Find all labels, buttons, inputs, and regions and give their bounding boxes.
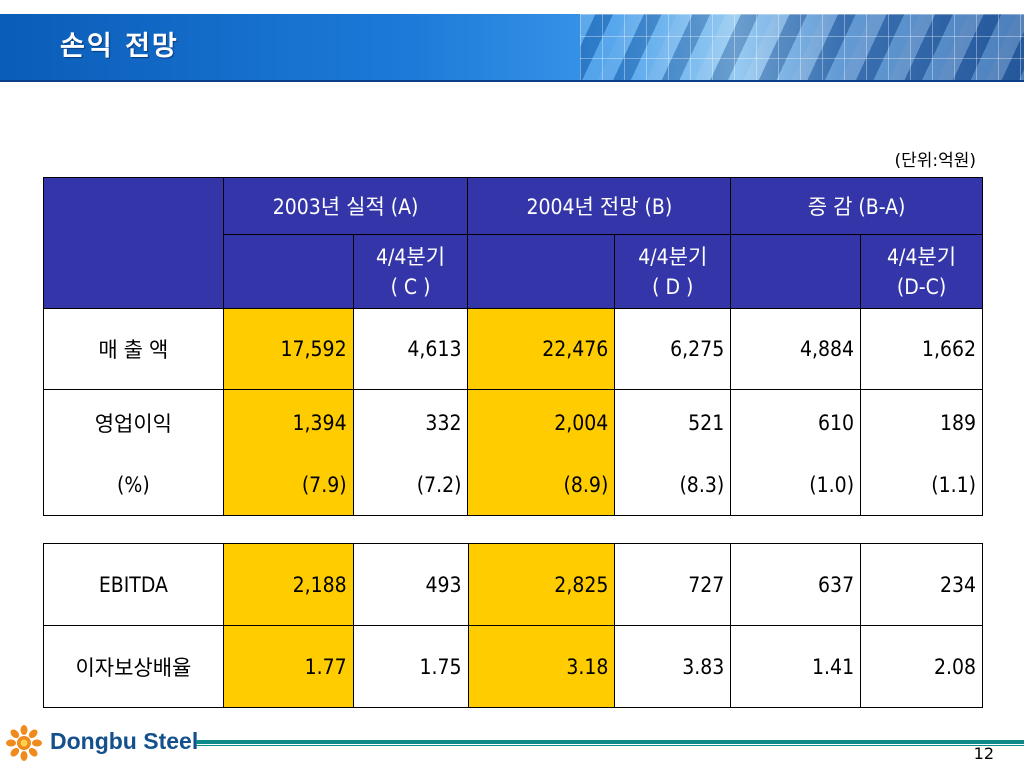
header-sub-d: 4/4분기 ( D ) bbox=[614, 234, 732, 309]
cell-d: 3.83 bbox=[614, 625, 732, 708]
cell-dc: 234 bbox=[860, 543, 983, 626]
cell-ba: 610 bbox=[730, 389, 862, 456]
title-bar-grid bbox=[580, 14, 1024, 82]
cell-d: 727 bbox=[614, 543, 732, 626]
footer-divider bbox=[196, 740, 1024, 744]
header-blank-b bbox=[467, 234, 616, 309]
ebitda-table: EBITDA 2,188 493 2,825 727 637 234 이자보상배… bbox=[43, 543, 983, 708]
cell-c: 493 bbox=[352, 543, 469, 626]
slide-title: 손익 전망 bbox=[60, 31, 179, 62]
cell-c: 332 bbox=[352, 389, 469, 456]
header-change: 증 감 (B-A) bbox=[730, 177, 983, 235]
table-row-operating-margin: (%) (7.9) (7.2) (8.9) (8.3) (1.0) (1.1) bbox=[43, 455, 983, 516]
table-row-ebitda: EBITDA 2,188 493 2,825 727 637 234 bbox=[43, 543, 983, 626]
header-corner bbox=[43, 177, 224, 309]
cell-ba: (1.0) bbox=[730, 455, 862, 516]
cell-d: 521 bbox=[614, 389, 732, 456]
header-sub-dc-line2: (D-C) bbox=[896, 274, 947, 299]
header-2004: 2004년 전망 (B) bbox=[467, 177, 732, 235]
header-2003: 2003년 실적 (A) bbox=[222, 177, 469, 235]
row-label: (%) bbox=[43, 455, 224, 516]
cell-d: (8.3) bbox=[614, 455, 732, 516]
header-sub-d-line1: 4/4분기 bbox=[638, 244, 708, 269]
header-sub-d-line2: ( D ) bbox=[652, 274, 694, 299]
dongbu-logo-icon bbox=[6, 725, 42, 761]
cell-a: 1.77 bbox=[222, 625, 354, 708]
cell-d: 6,275 bbox=[614, 308, 732, 390]
pl-forecast-table: 2003년 실적 (A) 2004년 전망 (B) 증 감 (B-A) 4/4분… bbox=[43, 177, 983, 516]
cell-c: (7.2) bbox=[352, 455, 469, 516]
header-sub-c-line2: ( C ) bbox=[390, 274, 431, 299]
header-sub-dc-line1: 4/4분기 bbox=[887, 244, 957, 269]
cell-ba: 1.41 bbox=[730, 625, 862, 708]
title-bar-edge bbox=[0, 80, 1024, 82]
cell-dc: 2.08 bbox=[860, 625, 983, 708]
cell-a: 1,394 bbox=[222, 389, 354, 456]
table-row-sales: 매 출 액 17,592 4,613 22,476 6,275 4,884 1,… bbox=[43, 308, 983, 390]
row-label: EBITDA bbox=[43, 543, 224, 626]
title-bar bbox=[0, 14, 1024, 82]
row-label: 매 출 액 bbox=[43, 308, 224, 390]
cell-dc: 1,662 bbox=[860, 308, 983, 390]
cell-b: 22,476 bbox=[467, 308, 616, 390]
header-blank-ba bbox=[730, 234, 862, 309]
cell-a: 17,592 bbox=[222, 308, 354, 390]
cell-dc: 189 bbox=[860, 389, 983, 456]
row-label: 영업이익 bbox=[43, 389, 224, 456]
header-sub-c-line1: 4/4분기 bbox=[376, 244, 446, 269]
table-row-interest-coverage: 이자보상배율 1.77 1.75 3.18 3.83 1.41 2.08 bbox=[43, 625, 983, 708]
footer-divider-thin bbox=[196, 745, 1024, 746]
row-label: 이자보상배율 bbox=[43, 625, 224, 708]
cell-b: 2,825 bbox=[467, 543, 616, 626]
cell-b: 3.18 bbox=[467, 625, 616, 708]
page-number: 12 bbox=[973, 744, 994, 763]
cell-dc: (1.1) bbox=[860, 455, 983, 516]
cell-ba: 637 bbox=[730, 543, 862, 626]
header-sub-c: 4/4분기 ( C ) bbox=[352, 234, 469, 309]
header-sub-dc: 4/4분기 (D-C) bbox=[860, 234, 983, 309]
unit-label: (단위:억원) bbox=[894, 151, 976, 171]
cell-c: 4,613 bbox=[352, 308, 469, 390]
cell-a: 2,188 bbox=[222, 543, 354, 626]
header-blank-a bbox=[222, 234, 354, 309]
cell-ba: 4,884 bbox=[730, 308, 862, 390]
title-bar-decoration bbox=[580, 14, 1024, 82]
cell-a: (7.9) bbox=[222, 455, 354, 516]
logo-text: Dongbu Steel bbox=[50, 728, 199, 754]
cell-c: 1.75 bbox=[352, 625, 469, 708]
cell-b: (8.9) bbox=[467, 455, 616, 516]
table-row-operating-profit: 영업이익 1,394 332 2,004 521 610 189 bbox=[43, 389, 983, 456]
cell-b: 2,004 bbox=[467, 389, 616, 456]
